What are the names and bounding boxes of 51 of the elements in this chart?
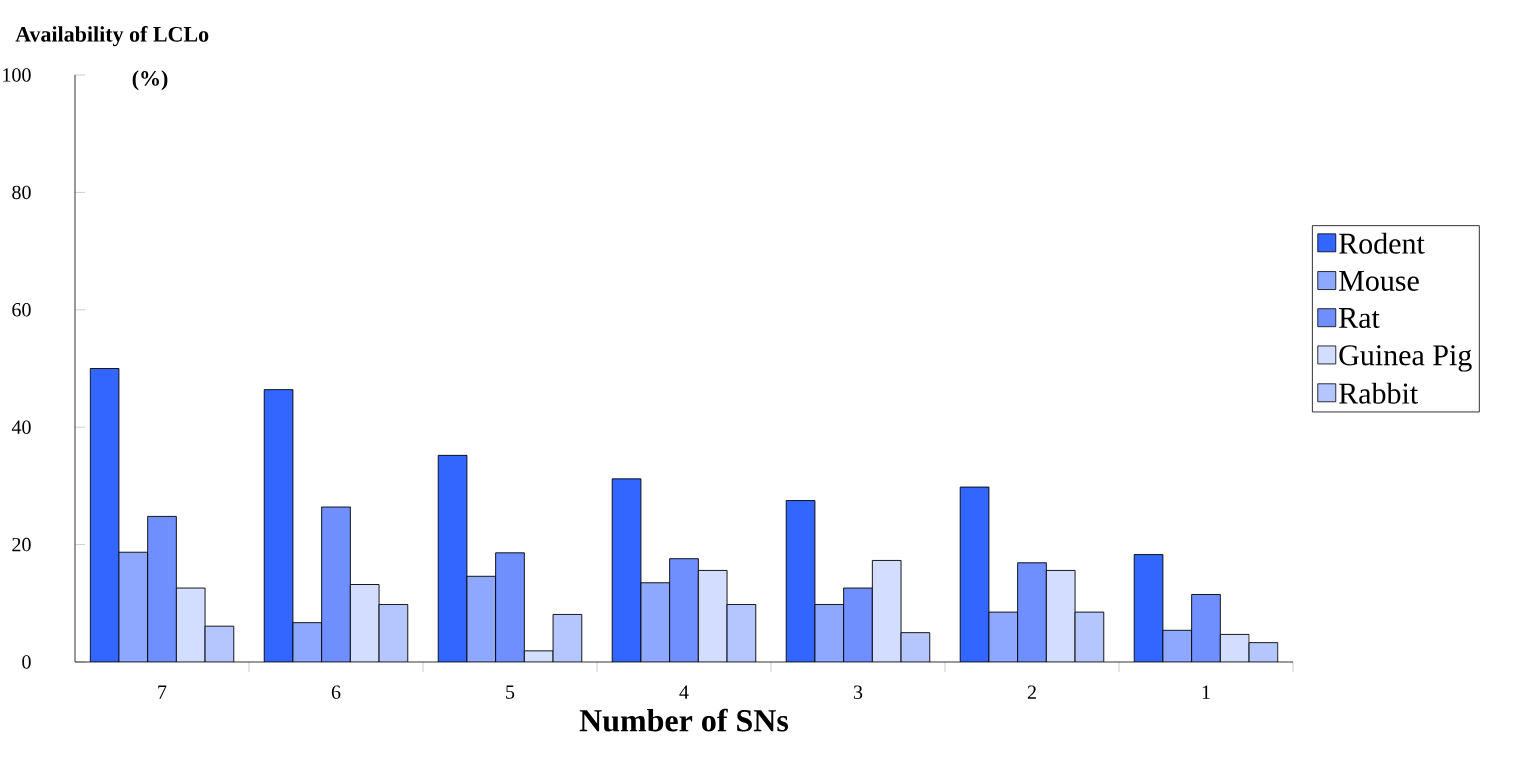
bar	[264, 389, 293, 662]
y-tick-label: 0	[22, 655, 31, 669]
bar	[292, 622, 322, 662]
bar	[669, 558, 699, 662]
x-tick-label: 7	[158, 685, 167, 699]
bar	[698, 570, 728, 662]
bar	[90, 368, 119, 662]
x-tick-label: 2	[1027, 685, 1036, 699]
y-tick-label: 80	[12, 185, 31, 200]
x-tick-label: 4	[679, 685, 689, 699]
y-tick-label: 40	[11, 420, 31, 434]
x-tick-label: 1	[1202, 685, 1210, 699]
bar	[872, 560, 902, 662]
bar	[176, 588, 206, 662]
legend-label: Rabbit	[1339, 382, 1418, 404]
bar	[466, 576, 496, 662]
y-tick-label: 60	[12, 303, 31, 317]
bar	[1046, 570, 1076, 662]
bar	[640, 582, 670, 662]
bar	[1075, 612, 1104, 662]
bar	[727, 604, 756, 662]
bar	[495, 552, 525, 662]
bar	[901, 632, 930, 662]
legend-label: Guinea Pig	[1339, 345, 1472, 372]
bar	[438, 455, 467, 662]
y-tick-label: 20	[12, 537, 31, 552]
bar	[814, 604, 844, 662]
chart-title: Availability of LCLo	[15, 26, 209, 47]
bar	[612, 478, 641, 662]
bar	[988, 612, 1018, 662]
bar	[1133, 554, 1164, 662]
x-tick-label: 6	[331, 685, 341, 699]
legend-label: Rodent	[1339, 232, 1425, 254]
legend-label: Rat	[1339, 308, 1380, 329]
bar	[350, 584, 380, 662]
bar	[147, 516, 177, 662]
x-axis-title: Number of SNs	[579, 708, 789, 732]
y-axis-title: (%)	[132, 70, 168, 91]
bar	[321, 507, 351, 662]
bar	[843, 588, 873, 662]
y-tick-label: 100	[3, 68, 31, 82]
x-tick-label: 3	[853, 685, 863, 699]
bar	[960, 487, 989, 662]
x-tick-label: 5	[506, 685, 515, 699]
bar	[786, 500, 815, 662]
bar	[1017, 562, 1047, 662]
bar	[553, 614, 582, 662]
legend-label: Mouse	[1339, 270, 1419, 291]
bar	[379, 604, 408, 662]
bar	[118, 552, 148, 662]
bar	[1191, 594, 1221, 662]
